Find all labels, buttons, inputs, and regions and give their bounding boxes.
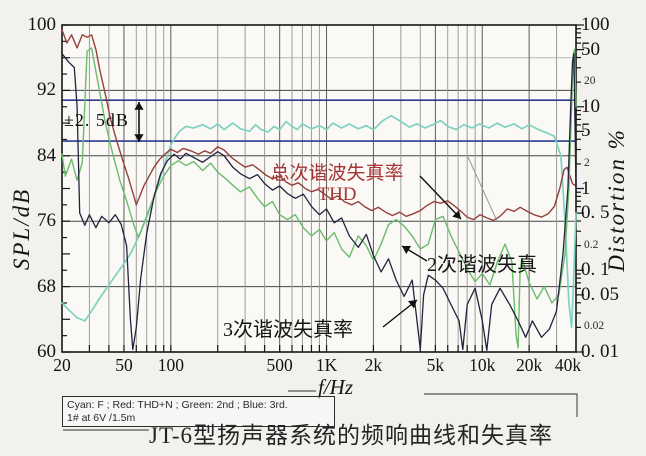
x-tick-label: 20k [516, 355, 543, 375]
x-tick-label: 1K [315, 355, 338, 375]
second-harmonic-annotation: 2次谐波失真 [427, 254, 537, 276]
x-tick-label: 2k [364, 355, 383, 375]
y-right-minor-tick-label: 2 [584, 156, 590, 169]
y-right-tick-label: 5 [581, 120, 591, 142]
x-tick-label: 50 [115, 355, 133, 375]
arrow-head [402, 245, 411, 254]
series-green-curve [61, 47, 577, 349]
y-right-tick-label: 100 [581, 14, 610, 35]
x-axis-title: f/Hz [318, 375, 354, 399]
third-harmonic-annotation: 3次谐波失真率 [223, 319, 353, 341]
arrow-head [452, 210, 461, 219]
y-right-minor-tick-label: 20 [584, 75, 596, 88]
y-left-tick-label: 60 [37, 341, 56, 362]
y-left-tick-label: 68 [37, 275, 56, 297]
y-left-tick-label: 76 [37, 210, 56, 232]
x-tick-label: 10k [469, 355, 496, 375]
thd-annotation-sub: THD [317, 184, 357, 205]
legend-box: Cyan: F ; Red: THD+N ; Green: 2nd ; Blue… [62, 396, 335, 427]
y-left-tick-label: 100 [27, 14, 57, 35]
thd-leader-arrow [419, 175, 462, 220]
arrow-head [134, 134, 144, 142]
legend-line-colors: Cyan: F ; Red: THD+N ; Green: 2nd ; Blue… [67, 399, 288, 411]
y-right-tick-label: 0. 01 [581, 341, 619, 362]
tolerance-band-label: ±2. 5dB [64, 110, 129, 130]
thd-leader-thin-line [467, 156, 498, 222]
figure-caption: JT-6型扬声器系统的频响曲线和失真率 [149, 423, 554, 448]
x-tick-label: 100 [157, 355, 184, 375]
y-right-minor-tick-label: 0.2 [584, 238, 599, 251]
arrow-head [134, 102, 144, 110]
y-right-tick-label: 0. 05 [581, 283, 619, 305]
arrow-head [408, 300, 417, 309]
y-left-tick-label: 92 [37, 79, 56, 101]
thd-annotation: 总次谐波失真率 [270, 163, 404, 184]
x-tick-label: 20 [53, 355, 71, 375]
caption-bracket-line [424, 393, 578, 417]
y-right-minor-tick-label: 0.02 [584, 320, 605, 333]
x-tick-label: 5k [426, 355, 445, 375]
series-red-curve [61, 29, 577, 222]
y-right-tick-label: 0. 1 [581, 259, 610, 281]
x-tick-label: 40k [554, 355, 582, 375]
y-right-tick-label: 1 [581, 177, 591, 199]
series-blue-curve [61, 52, 577, 352]
x-tick-label: 500 [266, 355, 293, 375]
y-right-tick-label: 0. 5 [581, 202, 610, 224]
y-left-tick-label: 84 [37, 144, 56, 166]
legend-line-condition: 1# at 6V /1.5m [67, 412, 136, 424]
y-right-tick-label: 10 [581, 95, 600, 117]
y-right-tick-label: 50 [581, 38, 600, 60]
